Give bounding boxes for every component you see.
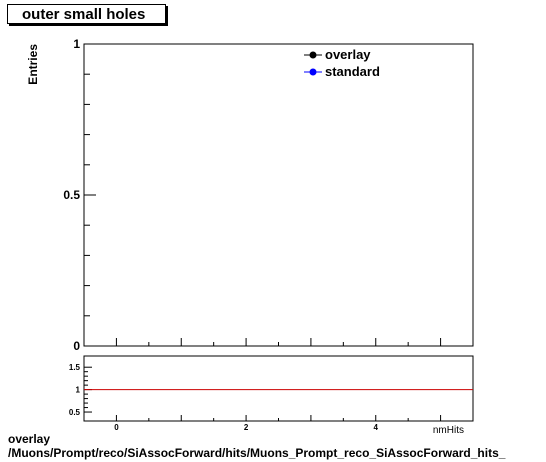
y-tick-label: 1: [73, 37, 80, 51]
ratio-x-tick-label: 0: [114, 423, 119, 432]
main-y-axis: 00.51: [63, 37, 96, 353]
ratio-x-tick-label: 4: [374, 423, 379, 432]
y-axis-label: Entries: [26, 44, 40, 85]
histogram-title: outer small holes: [7, 4, 166, 24]
ratio-y-tick-label: 0.5: [69, 408, 81, 417]
legend: overlay standard: [304, 47, 380, 79]
ratio-y-tick-label: 1.5: [69, 363, 81, 372]
main-x-axis: [115, 338, 442, 346]
legend-overlay-label: overlay: [325, 47, 371, 62]
ratio-x-axis: 0 2 4: [114, 415, 442, 432]
ratio-plot-frame: [83, 355, 474, 422]
legend-standard-label: standard: [325, 64, 380, 79]
footer-line-1: overlay: [8, 432, 51, 446]
legend-overlay-marker: [309, 51, 317, 59]
ratio-x-tick-label: 2: [244, 423, 249, 432]
footer-line-2: /Muons/Prompt/reco/SiAssocForward/hits/M…: [8, 446, 506, 460]
ratio-y-axis: 0.5 1 1.5: [69, 363, 92, 417]
legend-standard-marker: [309, 68, 317, 76]
y-tick-label: 0.5: [63, 188, 80, 202]
y-tick-label: 0: [73, 339, 80, 353]
ratio-y-tick-label: 1: [76, 386, 81, 395]
x-axis-label: nmHits: [433, 425, 464, 436]
main-plot-frame: [83, 43, 474, 347]
